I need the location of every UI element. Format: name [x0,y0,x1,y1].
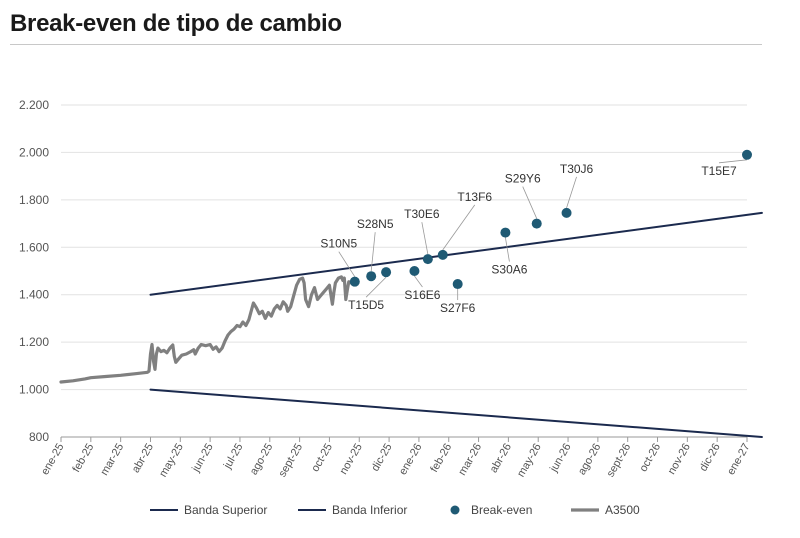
break-even-point [531,218,542,229]
x-tick-label: jul-25 [221,442,245,472]
point-label: T30E6 [404,207,440,221]
y-tick-label: 1.000 [19,383,49,397]
leader-line [505,237,510,262]
leader-line [522,186,538,219]
leader-line [365,276,387,298]
leader-line [566,176,577,209]
break-even-point [500,227,511,238]
chart-title: Break-even de tipo de cambio [10,10,342,37]
point-label: S28N5 [357,217,394,231]
leader-line [718,159,748,164]
x-tick-label: dic-25 [369,442,394,474]
break-even-point [742,149,752,160]
point-label: S16E6 [404,288,440,302]
x-tick-label: oct-25 [309,442,335,474]
point-label: S30A6 [491,263,527,277]
x-tick-label: dic-26 [697,442,722,474]
series-line-banda-superior [149,211,763,296]
y-tick-label: 2.000 [19,145,49,159]
x-tick-label: ene-27 [725,442,753,478]
break-even-point [422,254,433,265]
leader-line [442,204,476,251]
x-tick-label: sept-26 [605,442,634,480]
x-tick-label: may-26 [515,442,544,480]
leader-line [338,251,356,277]
legend: Banda Superior Banda Inferior Break-even A3… [150,503,640,517]
x-tick-label: ene-26 [397,442,425,478]
x-tick-label: may-25 [157,442,186,480]
x-tick-label: oct-26 [637,442,663,474]
break-even-point [349,276,360,287]
break-even-point [409,266,420,276]
x-tick-label: sept-25 [276,442,305,480]
break-even-point [437,249,448,260]
gridlines [61,104,747,438]
x-tick-label: abr-26 [488,442,514,476]
y-tick-label: 2.200 [19,98,49,112]
point-label: T13F6 [457,190,492,204]
series-line-a3500 [59,275,354,384]
x-tick-label: mar-26 [456,441,484,477]
legend-marker [450,505,460,515]
x-tick-label: feb-26 [428,442,454,475]
break-even-point [381,267,392,278]
x-tick-label: jun-25 [190,442,216,475]
x-tick-label: ago-26 [576,442,604,478]
break-even-point [561,207,572,218]
legend-label: Banda Superior [184,503,267,517]
y-tick-label: 800 [29,430,49,444]
point-label: S29Y6 [505,172,541,186]
y-tick-label: 1.400 [19,288,49,302]
break-even-point [366,271,377,282]
point-label: S27F6 [440,301,476,315]
point-label: T15E7 [701,164,737,178]
y-tick-label: 1.600 [19,240,49,254]
x-tick-label: ene-25 [39,442,67,478]
y-axis: 800 1.000 1.200 1.400 1.600 1.800 2.000 2.200 [19,98,49,444]
legend-label: Banda Inferior [332,503,407,517]
x-tick-label: nov-25 [338,442,365,477]
series-lines [59,211,763,438]
y-tick-label: 1.200 [19,335,49,349]
leader-line [421,222,429,255]
point-label: S10N5 [320,237,357,251]
x-tick-label: ago-25 [248,442,276,478]
leader-line [370,232,376,272]
y-tick-label: 1.800 [19,193,49,207]
x-tick-label: nov-26 [666,442,693,477]
x-tick-label: feb-25 [70,442,96,475]
x-tick-label: abr-25 [130,442,156,476]
legend-label: Break-even [471,503,532,517]
x-tick-label: mar-25 [98,442,126,478]
leader-line [414,275,423,288]
break-even-point [452,279,463,290]
legend-label: A3500 [605,503,640,517]
title-divider [10,44,762,45]
series-line-banda-inferior [149,388,763,438]
point-label: T15D5 [348,298,384,312]
point-label: T30J6 [560,162,594,176]
x-axis: ene-25 feb-25 mar-25 abr-25 may-25 jun-25 jul-… [39,437,753,479]
x-tick-label: jun-26 [547,442,573,475]
